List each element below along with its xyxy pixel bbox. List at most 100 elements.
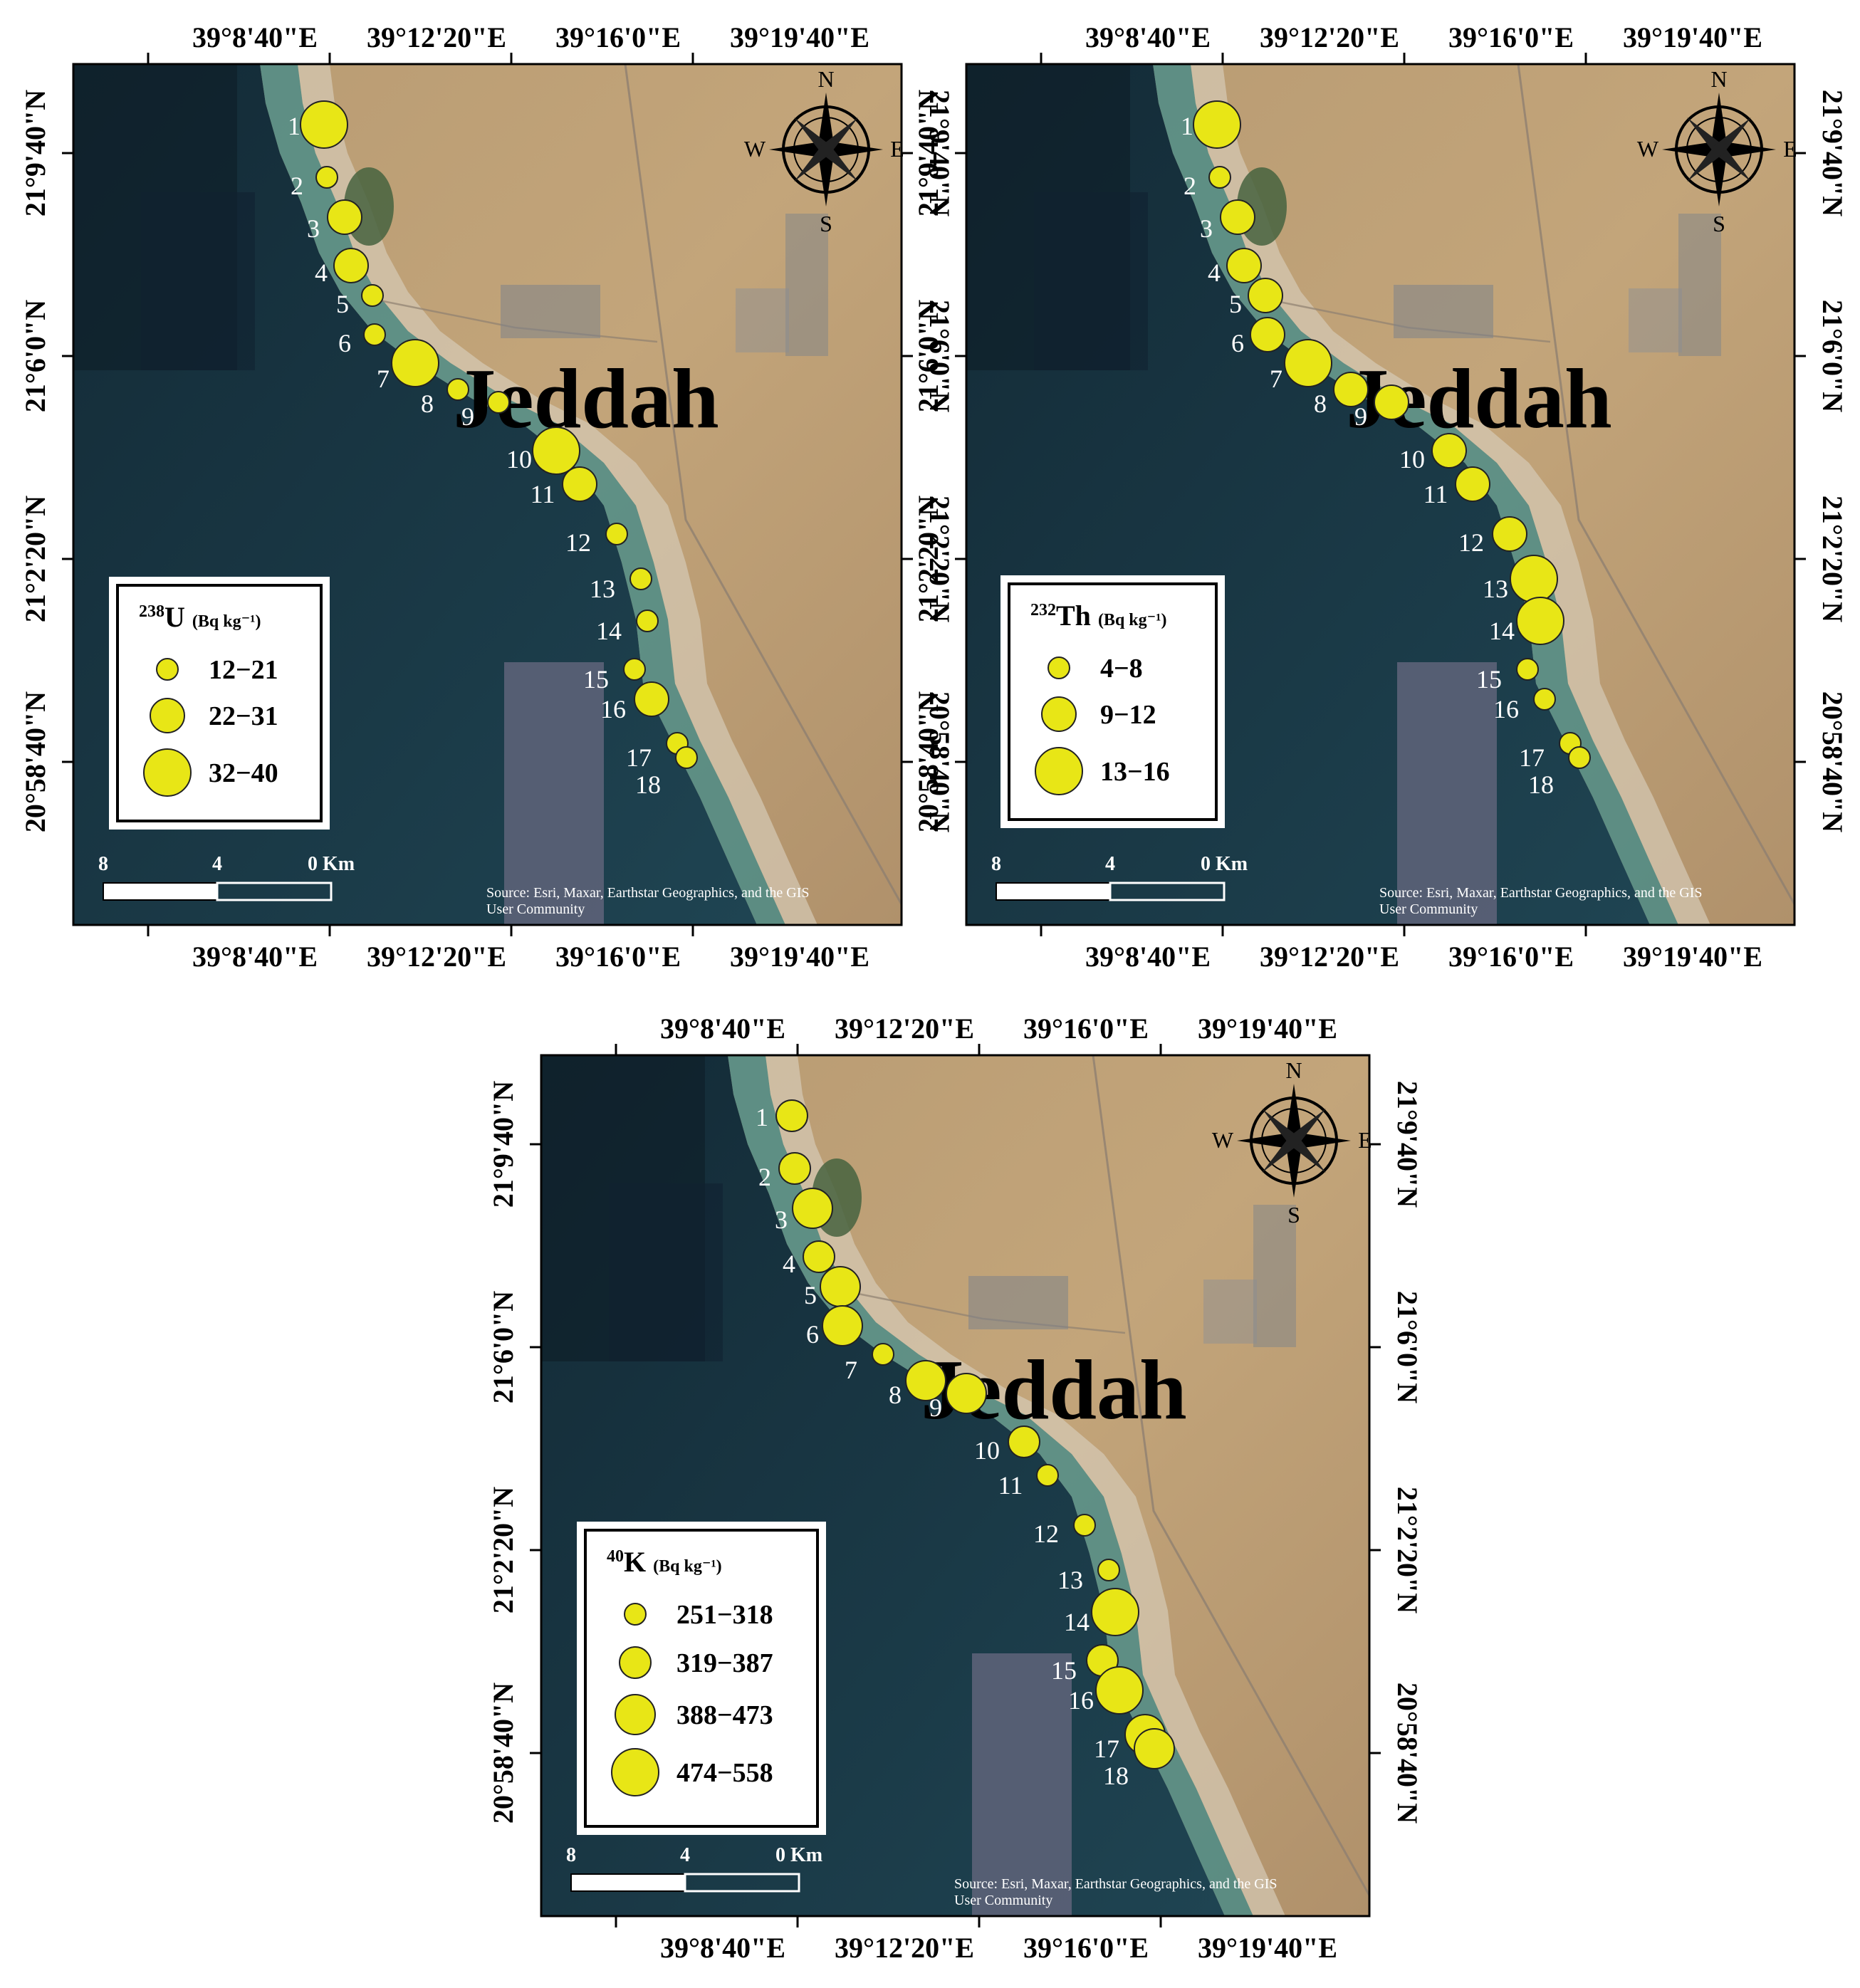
site-label-7: 7 <box>377 365 390 393</box>
lat-label-right-4: 20°58'40"N <box>924 691 956 832</box>
legend-isotope-symbol: U <box>164 601 185 633</box>
lon-label-top-2: 39°12'20"E <box>367 21 506 53</box>
highway-road <box>624 63 903 905</box>
lon-label-top-4: 39°19'40"E <box>730 21 869 53</box>
site-label-2: 2 <box>1184 172 1196 200</box>
lon-label-bottom-2: 39°12'20"E <box>367 941 506 973</box>
lon-label-top-3: 39°16'0"E <box>555 21 681 53</box>
legend-symbol-2 <box>1041 696 1077 732</box>
lat-label-right-1: 21°9'40"N <box>924 90 956 216</box>
attribution-line-1: Source: Esri, Maxar, Earthstar Geographi… <box>486 885 810 901</box>
site-marker-10 <box>532 427 580 475</box>
site-marker-8 <box>905 1360 946 1401</box>
deep-water-block <box>609 1183 723 1361</box>
site-label-1: 1 <box>756 1103 768 1131</box>
legend-class-1: 251−318 <box>676 1600 773 1630</box>
site-label-9: 9 <box>461 402 474 431</box>
site-label-9: 9 <box>1354 402 1367 431</box>
compass-point <box>1262 1109 1326 1173</box>
map-frame <box>72 63 903 926</box>
site-label-8: 8 <box>421 389 434 418</box>
deep-water-block <box>1034 192 1148 370</box>
site-label-3: 3 <box>307 214 320 243</box>
site-label-14: 14 <box>1489 617 1515 645</box>
legend-unit: (Bq kg⁻¹) <box>1098 611 1167 629</box>
lon-label-bottom-4: 39°19'40"E <box>1198 1932 1337 1964</box>
scale-segment-white <box>996 882 1111 901</box>
compass-n-label: N <box>1285 1057 1302 1083</box>
legend-class-2: 9−12 <box>1100 700 1156 730</box>
legend-symbol-2 <box>619 1646 652 1679</box>
site-label-16: 16 <box>1493 695 1519 723</box>
site-marker-18 <box>1568 746 1591 769</box>
site-label-9: 9 <box>929 1393 942 1422</box>
lon-label-bottom-3: 39°16'0"E <box>555 941 681 973</box>
site-label-8: 8 <box>889 1381 902 1409</box>
site-label-1: 1 <box>288 112 301 140</box>
site-marker-12 <box>605 523 628 545</box>
site-label-5: 5 <box>1229 290 1242 318</box>
north-arrow-icon: N S E W <box>744 66 904 236</box>
site-marker-7 <box>1284 339 1332 387</box>
highway-road <box>1092 1055 1371 1896</box>
site-label-15: 15 <box>1051 1656 1077 1685</box>
reef-band <box>728 1055 1253 1916</box>
site-label-13: 13 <box>1483 575 1508 603</box>
site-label-18: 18 <box>635 770 661 799</box>
site-marker-6 <box>822 1305 863 1346</box>
scale-label-0km: 0 Km <box>775 1844 822 1866</box>
site-label-16: 16 <box>1068 1686 1094 1715</box>
compass-e-label: E <box>1783 136 1797 162</box>
grey-patch <box>972 1653 1072 1916</box>
lon-label-bottom-1: 39°8'40"E <box>1085 941 1211 973</box>
site-marker-5 <box>361 284 384 307</box>
lat-label-left-3: 21°2'20"N <box>487 1487 519 1613</box>
legend-symbol-2 <box>150 698 185 733</box>
site-marker-15 <box>623 658 646 681</box>
site-marker-6 <box>363 323 386 346</box>
legend: 238U (Bq kg⁻¹) 12−21 22−31 32−40 <box>109 577 330 830</box>
legend-isotope-symbol: K <box>624 1546 646 1578</box>
legend: 232Th (Bq kg⁻¹) 4−8 9−12 13−16 <box>1000 575 1225 828</box>
site-label-11: 11 <box>998 1471 1023 1500</box>
site-marker-1 <box>300 100 348 149</box>
scale-label-8: 8 <box>991 853 1001 875</box>
site-label-14: 14 <box>1064 1608 1090 1636</box>
site-label-4: 4 <box>315 258 328 287</box>
scale-bar: 8 4 0 Km <box>566 1844 822 1893</box>
urban-area <box>1253 1205 1296 1347</box>
site-marker-4 <box>803 1240 835 1273</box>
scale-segment-outline <box>216 881 333 901</box>
map-frame <box>965 63 1796 926</box>
beach-strip <box>298 64 817 925</box>
compass-s-label: S <box>1713 211 1725 236</box>
lat-label-right-3: 21°2'20"N <box>1817 496 1849 622</box>
scale-segment-white <box>103 882 218 901</box>
grey-patch <box>504 662 604 925</box>
lon-label-bottom-1: 39°8'40"E <box>192 941 318 973</box>
site-label-11: 11 <box>1423 480 1448 508</box>
lon-label-top-1: 39°8'40"E <box>1085 21 1211 53</box>
site-marker-13 <box>629 567 652 590</box>
site-marker-4 <box>333 248 369 283</box>
legend-class-2: 22−31 <box>209 701 278 731</box>
site-marker-5 <box>820 1266 861 1307</box>
site-label-10: 10 <box>506 445 532 474</box>
scale-label-4: 4 <box>212 853 222 875</box>
legend-symbol-3 <box>143 748 192 797</box>
beach-strip <box>1191 64 1710 925</box>
lat-label-right-2: 21°6'0"N <box>1817 300 1849 412</box>
site-marker-3 <box>327 199 362 235</box>
map-frame <box>540 1054 1371 1918</box>
legend-class-2: 319−387 <box>676 1648 773 1678</box>
scale-segment-outline <box>684 1873 800 1893</box>
attribution-line-1: Source: Esri, Maxar, Earthstar Geographi… <box>954 1876 1278 1892</box>
urban-area <box>1203 1280 1257 1344</box>
legend-class-1: 4−8 <box>1100 654 1143 684</box>
legend-isotope-mass: 232 <box>1030 601 1056 619</box>
site-marker-9 <box>487 391 510 414</box>
site-marker-10 <box>1431 433 1467 469</box>
